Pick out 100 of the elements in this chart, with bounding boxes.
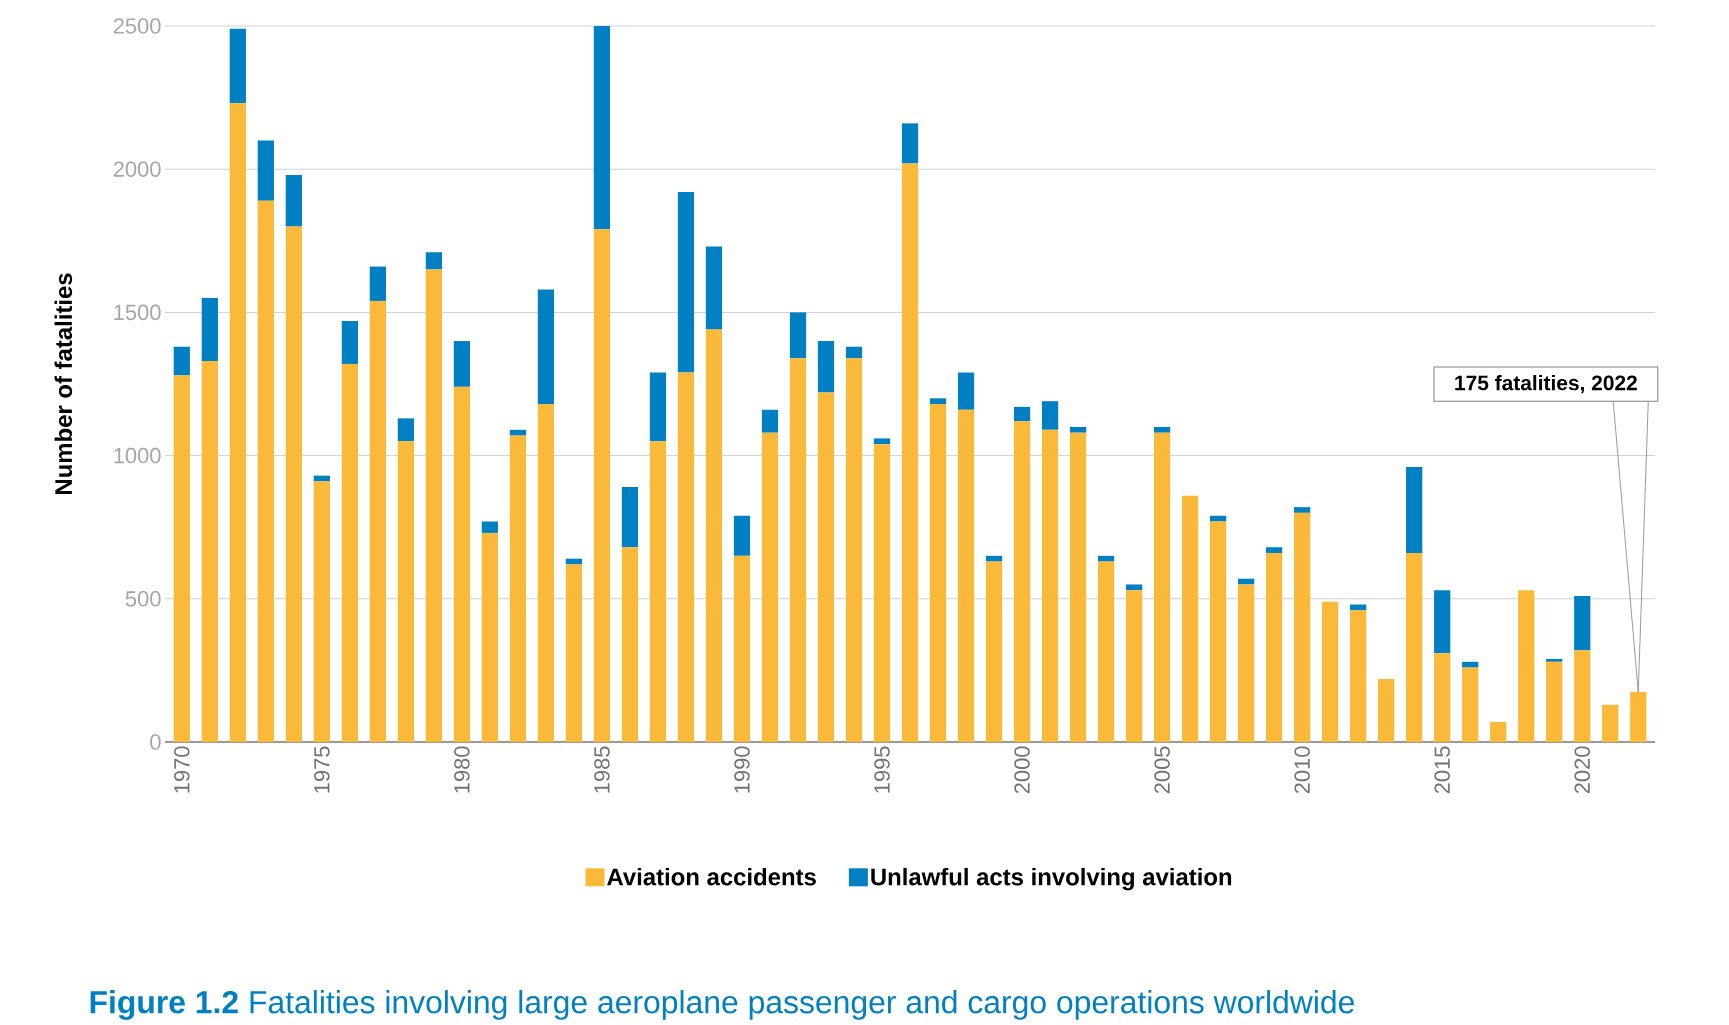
bar xyxy=(733,515,751,556)
bar xyxy=(1462,667,1479,742)
annotation: 175 fatalities, 2022 xyxy=(1455,374,1637,394)
bar xyxy=(593,25,611,230)
bar xyxy=(1182,495,1199,742)
bar xyxy=(1097,561,1115,742)
bar xyxy=(229,28,246,104)
bar xyxy=(873,438,891,445)
bar xyxy=(257,200,274,742)
bar xyxy=(173,375,190,742)
bar xyxy=(593,229,611,742)
bar xyxy=(369,300,386,742)
y-tick-label: 2500 xyxy=(113,18,161,34)
bar xyxy=(1574,595,1591,651)
bar xyxy=(229,103,246,742)
bar xyxy=(1069,426,1087,433)
bar xyxy=(173,346,190,376)
bar xyxy=(733,555,751,742)
bar xyxy=(1266,552,1283,742)
bar xyxy=(761,409,779,433)
bar xyxy=(761,432,779,742)
y-tick-label: 500 xyxy=(125,591,161,607)
bar xyxy=(1434,653,1451,742)
bar xyxy=(1097,555,1115,562)
legend-label: Unlawful acts involving aviation xyxy=(871,867,1232,891)
bar xyxy=(341,320,358,364)
bar xyxy=(1350,610,1367,742)
bar xyxy=(901,163,919,742)
bar xyxy=(929,398,947,405)
y-tick-label: 0 xyxy=(150,734,161,750)
legend-label: Aviation accidents xyxy=(607,867,816,886)
bar xyxy=(1602,704,1619,742)
bar xyxy=(1125,590,1143,742)
bar xyxy=(1574,650,1591,742)
bar xyxy=(509,429,527,436)
bar xyxy=(1630,691,1647,742)
bar xyxy=(313,481,330,742)
bar xyxy=(1041,401,1059,430)
bar xyxy=(481,521,499,533)
bar xyxy=(425,269,443,742)
bar xyxy=(201,298,218,362)
bar xyxy=(1490,721,1507,742)
y-axis-title: Number of fatalities xyxy=(54,273,73,494)
y-tick-label: 1500 xyxy=(114,304,161,321)
bar xyxy=(1153,426,1171,433)
bar xyxy=(1406,467,1423,553)
bar xyxy=(957,372,975,410)
bar xyxy=(1266,547,1283,553)
x-tick-label: 1995 xyxy=(874,746,890,793)
x-tick-label: 2000 xyxy=(1014,746,1030,794)
x-tick-label: 2005 xyxy=(1154,746,1170,794)
bar xyxy=(1518,590,1535,742)
x-tick-label: 2020 xyxy=(1574,746,1590,794)
bar xyxy=(621,487,639,548)
bar xyxy=(985,561,1003,742)
bar xyxy=(1125,584,1143,591)
bar xyxy=(1322,601,1339,742)
bar xyxy=(1434,590,1451,654)
bar xyxy=(1013,421,1031,742)
bar xyxy=(1069,432,1087,742)
bar xyxy=(649,372,667,442)
bar xyxy=(397,418,414,442)
x-tick-label: 1985 xyxy=(594,746,610,793)
x-tick-label: 1970 xyxy=(174,746,190,793)
bar xyxy=(817,341,835,393)
bar xyxy=(677,372,695,742)
bar xyxy=(341,363,358,742)
bar xyxy=(1462,661,1479,668)
text: Figure 1.2 Fatalities involving large aeroplane passenger and cargo operations worldwide xyxy=(90,990,1354,1020)
bar xyxy=(481,532,499,742)
x-tick-label: 2010 xyxy=(1294,746,1310,794)
bar xyxy=(425,252,443,270)
y-tick-label: 1000 xyxy=(114,447,161,464)
bar xyxy=(985,555,1003,562)
bar xyxy=(1013,406,1031,422)
bar xyxy=(845,358,863,742)
bar xyxy=(705,329,723,742)
bar xyxy=(789,312,807,359)
bar xyxy=(285,226,302,742)
bar xyxy=(1210,521,1227,742)
bar xyxy=(845,346,863,359)
bar xyxy=(929,404,947,742)
bar xyxy=(873,444,891,742)
bar xyxy=(1406,552,1423,742)
bar xyxy=(257,140,274,201)
bar xyxy=(1238,584,1255,742)
bar xyxy=(369,266,386,301)
bar xyxy=(509,435,527,742)
bar xyxy=(1546,661,1563,742)
bar xyxy=(1294,512,1311,742)
bar xyxy=(285,174,302,227)
y-tick-label: 2000 xyxy=(113,161,161,177)
x-tick-label: 1975 xyxy=(314,746,330,793)
x-tick-label: 2015 xyxy=(1434,746,1450,794)
bar xyxy=(1546,658,1563,662)
bar xyxy=(1378,678,1395,742)
bar xyxy=(817,392,835,742)
bar xyxy=(705,246,723,330)
x-tick-label: 1980 xyxy=(454,746,470,793)
bar xyxy=(537,289,555,405)
